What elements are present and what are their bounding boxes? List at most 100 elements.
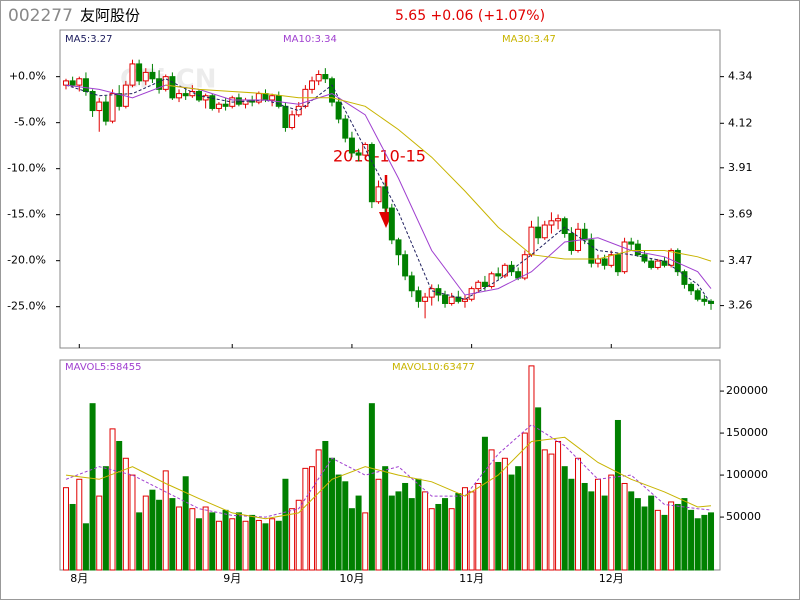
- candle-body: [116, 93, 123, 107]
- x-tick-label: 10月: [339, 572, 364, 585]
- volume-bar: [269, 518, 276, 571]
- volume-bar: [302, 467, 309, 571]
- candle-body: [375, 186, 382, 203]
- volume-bar: [561, 466, 568, 571]
- volume-bar: [674, 503, 681, 571]
- volume-bar: [515, 466, 522, 571]
- volume-bar: [468, 491, 475, 571]
- volume-bar: [355, 495, 362, 571]
- volume-bar: [422, 491, 429, 571]
- volume-bar: [322, 440, 329, 571]
- candle-body: [222, 103, 229, 107]
- y2-tick-label: -20.0%: [7, 254, 46, 267]
- candle-body: [342, 118, 349, 139]
- legend-label: MA10:3.34: [283, 34, 337, 45]
- volume-bar: [229, 518, 236, 571]
- ma-line: [65, 424, 712, 518]
- volume-bar: [262, 523, 269, 571]
- price-panel: [59, 29, 721, 349]
- candle-body: [209, 95, 216, 109]
- volume-bar: [641, 506, 648, 571]
- volume-bar: [375, 478, 382, 571]
- candle-body: [322, 74, 329, 80]
- volume-bar: [668, 501, 675, 571]
- candle-body: [282, 105, 289, 129]
- y-tick-label: 100000: [726, 468, 768, 481]
- x-tick-label: 12月: [599, 572, 624, 585]
- candle-body: [581, 228, 588, 241]
- candle-body: [382, 186, 389, 209]
- volume-bar: [548, 453, 555, 571]
- candle-body: [335, 101, 342, 120]
- candle-body: [89, 90, 96, 112]
- y-tick-label: 200000: [726, 384, 768, 397]
- volume-bar: [116, 440, 123, 571]
- y-tick-label: 50000: [726, 510, 761, 523]
- y2-tick-label: -25.0%: [7, 300, 46, 313]
- candle-body: [69, 80, 76, 86]
- volume-bar: [594, 478, 601, 571]
- candle-body: [528, 226, 535, 256]
- y-tick-label: 3.91: [728, 161, 753, 174]
- volume-bar: [415, 478, 422, 571]
- volume-bar: [76, 478, 83, 571]
- volume-bar: [521, 432, 528, 571]
- volume-bar: [488, 449, 495, 571]
- volume-bar: [156, 499, 163, 571]
- candle-body: [176, 93, 183, 99]
- ma-line: [165, 84, 712, 262]
- volume-bar: [195, 518, 202, 571]
- volume-bar: [455, 493, 462, 571]
- volume-bar: [348, 508, 355, 571]
- candle-body: [395, 239, 402, 256]
- y-tick-label: 3.26: [728, 299, 753, 312]
- candle-body: [162, 76, 169, 90]
- candle-body: [535, 226, 542, 239]
- candle-body: [295, 105, 302, 116]
- volume-bar: [588, 491, 595, 571]
- volume-bar: [328, 457, 335, 571]
- legend-label: MA30:3.47: [502, 34, 556, 45]
- volume-bar: [368, 403, 375, 571]
- volume-bar: [495, 461, 502, 571]
- candle-body: [355, 152, 362, 156]
- volume-bar: [581, 482, 588, 571]
- volume-bar: [634, 498, 641, 571]
- candle-body: [548, 220, 555, 226]
- candle-body: [96, 101, 103, 112]
- y2-tick-label: -15.0%: [7, 208, 46, 221]
- legend-label: MAVOL5:58455: [65, 362, 141, 373]
- volume-bar: [621, 482, 628, 571]
- candle-body: [348, 137, 355, 154]
- candle-body: [182, 93, 189, 97]
- volume-bar: [435, 503, 442, 571]
- volume-bar: [209, 512, 216, 571]
- volume-bar: [222, 509, 229, 571]
- candle-body: [388, 207, 395, 241]
- volume-bar: [661, 514, 668, 571]
- volume-bar: [395, 491, 402, 571]
- candle-body: [501, 264, 508, 277]
- volume-bar: [136, 512, 143, 571]
- candle-body: [62, 80, 69, 86]
- candle-body: [495, 273, 502, 277]
- y-tick-label: 150000: [726, 426, 768, 439]
- candle-body: [136, 63, 143, 82]
- volume-bar: [142, 495, 149, 571]
- volume-bar: [555, 440, 562, 571]
- volume-bar: [189, 508, 196, 571]
- volume-bar: [295, 499, 302, 571]
- volume-bar: [62, 487, 69, 571]
- y-tick-label: 4.12: [728, 116, 753, 129]
- legend-label: MA5:3.27: [65, 34, 112, 45]
- candle-body: [442, 294, 449, 304]
- volume-bar: [215, 520, 222, 571]
- volume-bar: [96, 495, 103, 571]
- candle-body: [648, 260, 655, 268]
- volume-bar: [169, 498, 176, 571]
- candle-body: [555, 218, 562, 222]
- volume-bar: [242, 520, 249, 571]
- candle-body: [156, 78, 163, 90]
- candle-body: [129, 63, 136, 86]
